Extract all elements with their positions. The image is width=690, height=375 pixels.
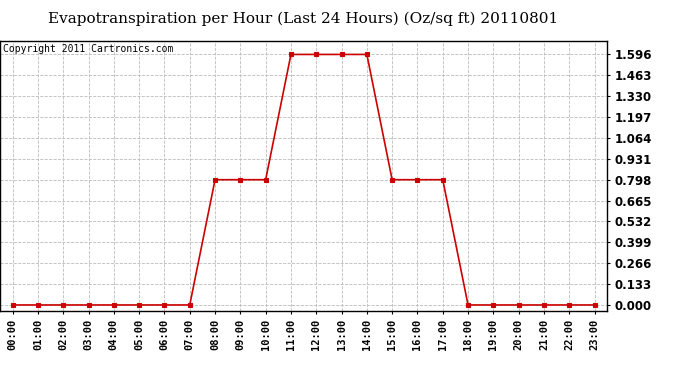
Text: Copyright 2011 Cartronics.com: Copyright 2011 Cartronics.com [3, 44, 173, 54]
Text: Evapotranspiration per Hour (Last 24 Hours) (Oz/sq ft) 20110801: Evapotranspiration per Hour (Last 24 Hou… [48, 11, 559, 26]
